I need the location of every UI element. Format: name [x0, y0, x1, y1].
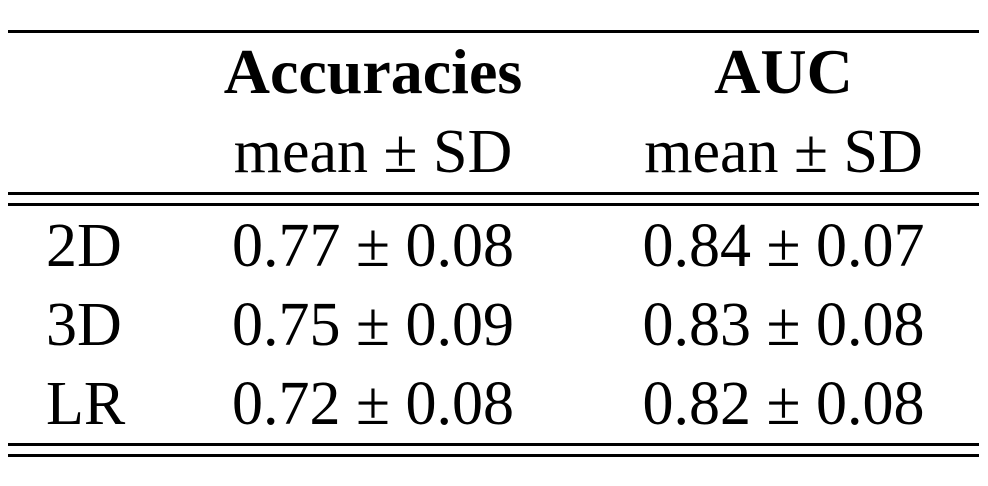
table-header-row: Accuracies AUC: [8, 33, 979, 111]
table-row: LR 0.72 ± 0.08 0.82 ± 0.08: [8, 364, 979, 443]
table-midrule-double: [8, 192, 979, 206]
header-auc: AUC: [714, 36, 853, 107]
cell-2d-auc: 0.84 ± 0.07: [642, 211, 925, 280]
results-table: Accuracies AUC mean ± SD mean ± SD 2D 0.…: [8, 30, 979, 457]
cell-3d-accuracies: 0.75 ± 0.09: [231, 290, 515, 359]
cell-lr-accuracies: 0.72 ± 0.08: [231, 369, 515, 438]
table-row: 3D 0.75 ± 0.09 0.83 ± 0.08: [8, 285, 979, 364]
header-accuracies: Accuracies: [223, 36, 523, 107]
cell-3d-auc: 0.83 ± 0.08: [642, 290, 925, 359]
row-label-lr: LR: [46, 369, 126, 438]
table-subheader-row: mean ± SD mean ± SD: [8, 111, 979, 192]
row-label-2d: 2D: [46, 211, 122, 280]
subheader-auc-mean-sd: mean ± SD: [644, 117, 923, 186]
cell-lr-auc: 0.82 ± 0.08: [642, 369, 925, 438]
table-top-rule: [8, 30, 979, 33]
cell-2d-accuracies: 0.77 ± 0.08: [231, 211, 515, 280]
table-bottom-rule-double: [8, 443, 979, 457]
subheader-accuracies-mean-sd: mean ± SD: [233, 117, 513, 186]
row-label-3d: 3D: [46, 290, 122, 359]
table-row: 2D 0.77 ± 0.08 0.84 ± 0.07: [8, 206, 979, 285]
